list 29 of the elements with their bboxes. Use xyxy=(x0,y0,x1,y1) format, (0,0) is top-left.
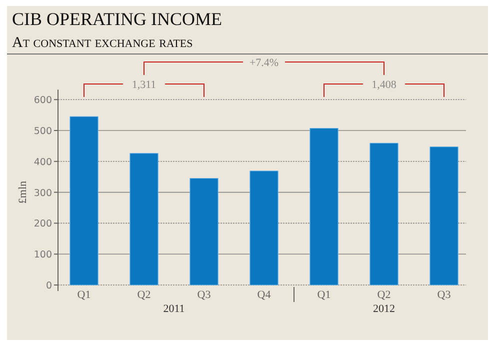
y-tick-label: 200 xyxy=(34,218,52,230)
x-tick-label: Q2 xyxy=(137,289,151,301)
y-tick-label: 500 xyxy=(34,126,52,137)
y-tick-label: 400 xyxy=(34,156,52,168)
y-tick-label: 300 xyxy=(34,188,52,199)
bar xyxy=(250,170,278,286)
bar xyxy=(370,142,398,286)
y-tick-label: 600 xyxy=(34,95,52,106)
y-axis-title: £mln xyxy=(17,180,29,204)
bar xyxy=(70,116,98,286)
y-tick-label: 0 xyxy=(46,280,52,292)
text: 2012 xyxy=(373,303,395,315)
text: 2011 xyxy=(163,303,185,315)
y-tick-label: 100 xyxy=(34,250,52,261)
x-tick-label: Q1 xyxy=(317,289,331,301)
text: +7.4% xyxy=(249,57,279,69)
x-tick-label: Q3 xyxy=(437,289,452,301)
chart-subtitle: At constant exchange rates xyxy=(12,35,193,51)
x-tick-label: Q3 xyxy=(197,289,212,301)
text: 1,311 xyxy=(132,79,156,91)
bar xyxy=(190,178,218,286)
chart-title: CIB OPERATING INCOME xyxy=(12,9,222,29)
x-tick-label: Q2 xyxy=(377,289,391,301)
bar xyxy=(430,146,458,286)
bar xyxy=(130,153,158,286)
x-tick-label: Q4 xyxy=(257,289,272,301)
bar xyxy=(310,128,338,286)
x-tick-label: Q1 xyxy=(77,289,91,301)
text: 1,408 xyxy=(372,79,397,91)
